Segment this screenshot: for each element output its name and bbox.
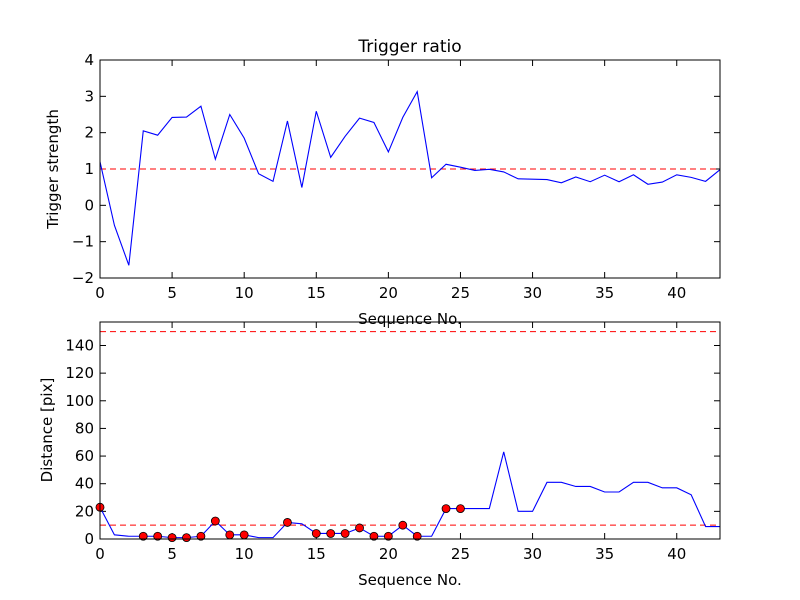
y-tick-label: 20 xyxy=(75,502,94,520)
x-tick-label: 20 xyxy=(379,284,398,302)
y-tick-label: −1 xyxy=(72,233,94,251)
x-tick-label: 15 xyxy=(307,284,326,302)
data-point xyxy=(225,530,235,540)
x-tick-label: 30 xyxy=(523,545,542,563)
y-tick-label: 1 xyxy=(84,160,94,178)
y-axis-label: Trigger strength xyxy=(44,109,62,230)
chart-title: Trigger ratio xyxy=(357,37,461,57)
x-tick-label: 5 xyxy=(167,284,177,302)
y-tick-label: 2 xyxy=(84,124,94,142)
data-point xyxy=(383,531,393,541)
y-tick-label: −2 xyxy=(72,269,94,287)
y-tick-label: 0 xyxy=(84,530,94,548)
x-tick-label: 5 xyxy=(167,545,177,563)
data-point xyxy=(412,531,422,541)
x-tick-label: 20 xyxy=(379,545,398,563)
data-point xyxy=(355,523,364,533)
x-axis-label: Sequence No. xyxy=(358,571,462,589)
data-point xyxy=(196,531,206,541)
plot-frame xyxy=(99,59,721,279)
data-point xyxy=(340,529,350,538)
x-tick-label: 15 xyxy=(307,545,326,563)
x-tick-label: 25 xyxy=(451,284,470,302)
data-point xyxy=(441,504,451,513)
data-point xyxy=(311,529,321,538)
data-point xyxy=(153,531,163,541)
data-point xyxy=(167,533,177,543)
y-tick-label: 120 xyxy=(65,364,94,382)
x-tick-label: 40 xyxy=(667,284,686,302)
y-axis-label: Distance [pix] xyxy=(38,378,56,483)
plot-frame xyxy=(99,321,721,540)
y-tick-label: 3 xyxy=(84,87,94,105)
x-tick-label: 40 xyxy=(667,545,686,563)
chart-distance: Sequence No. Distance [pix] 0 5 10 15 20 25 30… xyxy=(38,321,721,589)
data-point xyxy=(210,516,220,526)
x-axis-label: Sequence No. xyxy=(358,310,462,328)
y-tick-label: 140 xyxy=(65,336,94,354)
y-tick-label: 4 xyxy=(84,51,94,69)
x-tick-label: 10 xyxy=(235,284,254,302)
x-tick-label: 25 xyxy=(451,545,470,563)
x-tick-label: 10 xyxy=(235,545,254,563)
y-tick-label: 0 xyxy=(84,196,94,214)
y-tick-label: 40 xyxy=(75,475,94,493)
data-point xyxy=(369,531,379,541)
data-point xyxy=(138,531,148,541)
data-point xyxy=(326,529,336,538)
x-tick-label: 0 xyxy=(95,545,105,563)
y-tick-label: 60 xyxy=(75,447,94,465)
chart-trigger-ratio: Trigger ratio Sequence No. Trigger stren… xyxy=(44,37,721,328)
series-line xyxy=(99,89,721,266)
data-point xyxy=(182,533,191,543)
y-tick-label: 100 xyxy=(65,392,94,410)
x-tick-label: 35 xyxy=(595,545,614,563)
y-tick-label: 80 xyxy=(75,419,94,437)
data-point xyxy=(239,530,249,540)
data-point xyxy=(283,518,292,527)
x-tick-label: 30 xyxy=(523,284,542,302)
x-tick-label: 0 xyxy=(95,284,105,302)
data-point xyxy=(456,504,465,513)
data-point xyxy=(398,520,408,530)
x-tick-label: 35 xyxy=(595,284,614,302)
